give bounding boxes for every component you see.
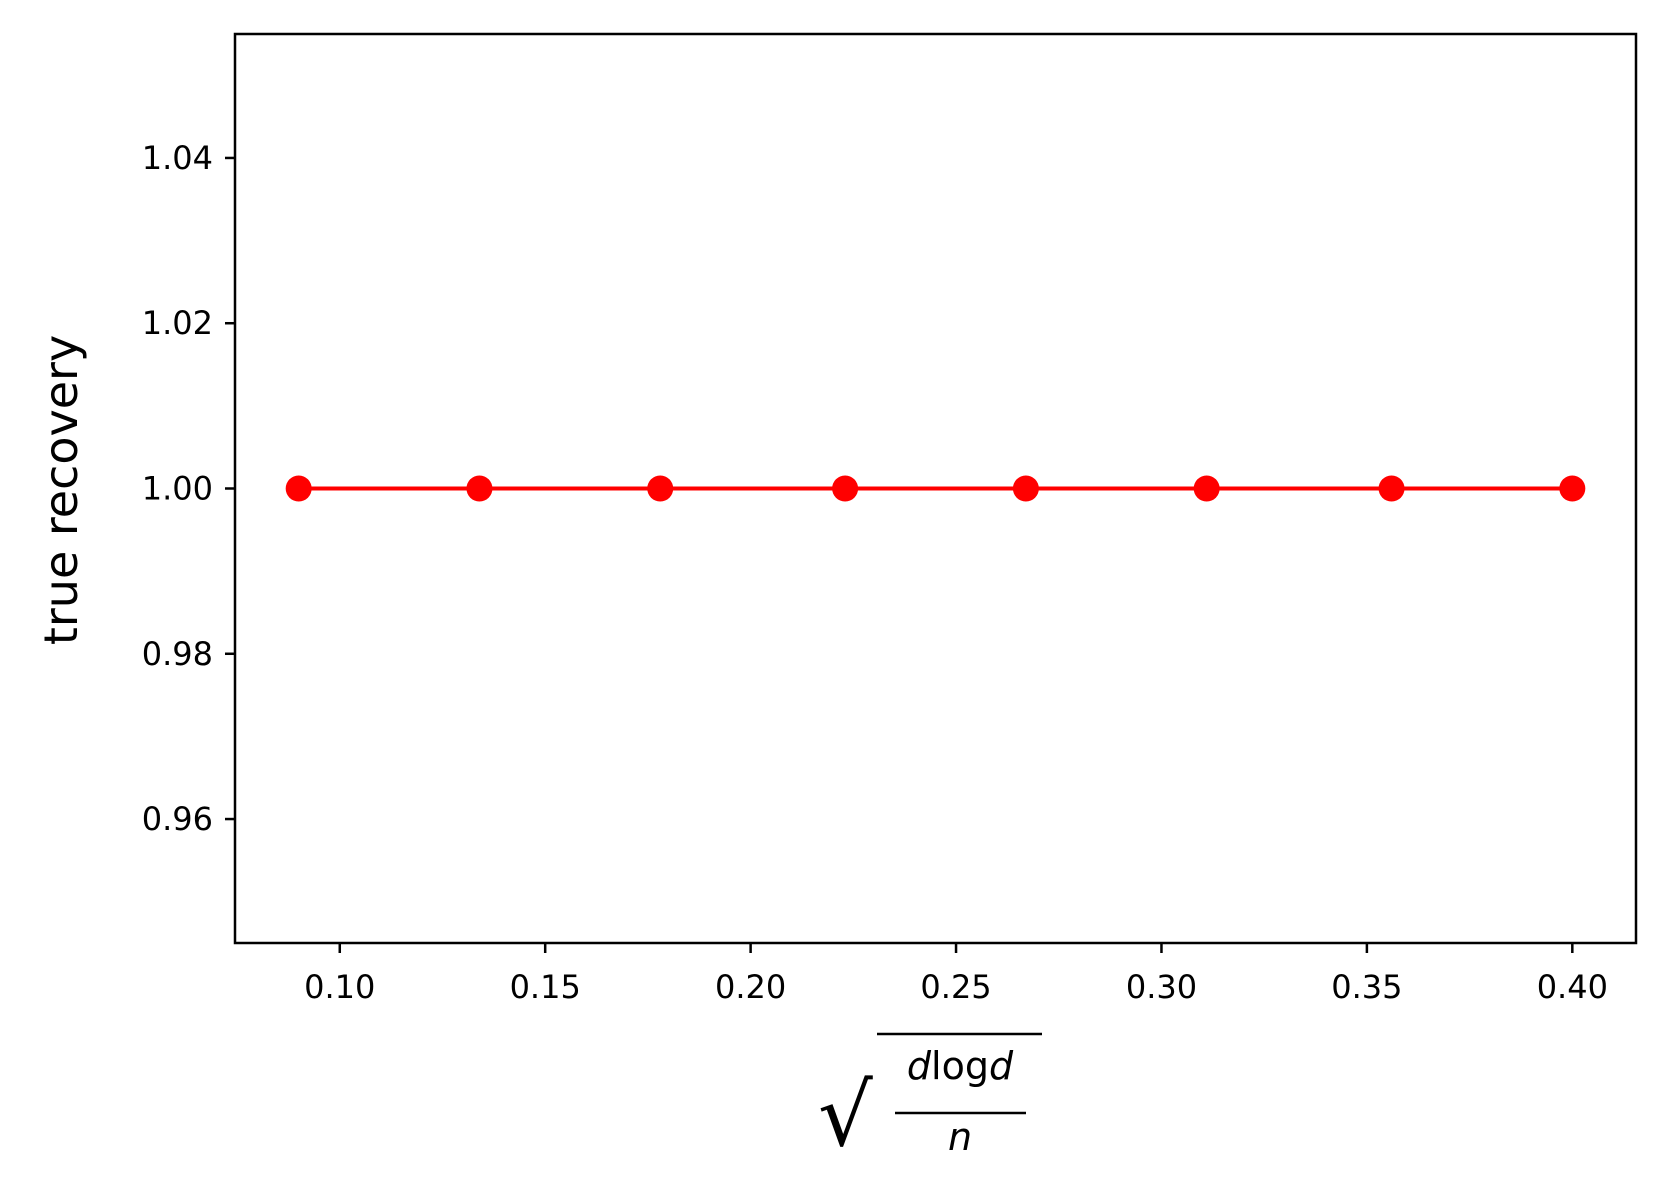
y-tick-label: 0.96 xyxy=(142,800,213,838)
data-point xyxy=(647,475,674,502)
x-tick-label: 0.10 xyxy=(304,968,375,1006)
sqrt-symbol: √ xyxy=(818,1066,873,1166)
plot-area: 0.96 0.98 1.00 1.02 1.04 0.10 0.15 0.20 0.25 0.30… xyxy=(142,32,1638,1006)
x-tick-label: 0.20 xyxy=(715,968,786,1006)
x-tick-label: 0.30 xyxy=(1126,968,1197,1006)
data-point xyxy=(1193,475,1220,502)
x-tick-label: 0.35 xyxy=(1331,968,1402,1006)
x-tick-label: 0.15 xyxy=(510,968,581,1006)
y-axis-label: true recovery xyxy=(34,335,88,645)
y-tick-label: 1.00 xyxy=(142,470,213,508)
x-tick-label: 0.40 xyxy=(1537,968,1608,1006)
y-tick-label: 0.98 xyxy=(142,635,213,673)
x-tick-label: 0.25 xyxy=(920,968,991,1006)
data-point xyxy=(466,475,493,502)
data-point xyxy=(1378,475,1405,502)
data-point xyxy=(285,475,312,502)
data-point xyxy=(1012,475,1039,502)
data-point xyxy=(832,475,859,502)
x-axis-label: √ dlogd n xyxy=(818,1032,1042,1166)
x-label-numerator: dlogd xyxy=(907,1044,1014,1088)
y-tick-label: 1.04 xyxy=(142,139,213,177)
data-point xyxy=(1559,475,1586,502)
x-label-denominator: n xyxy=(948,1115,972,1159)
y-tick-label: 1.02 xyxy=(142,304,213,342)
